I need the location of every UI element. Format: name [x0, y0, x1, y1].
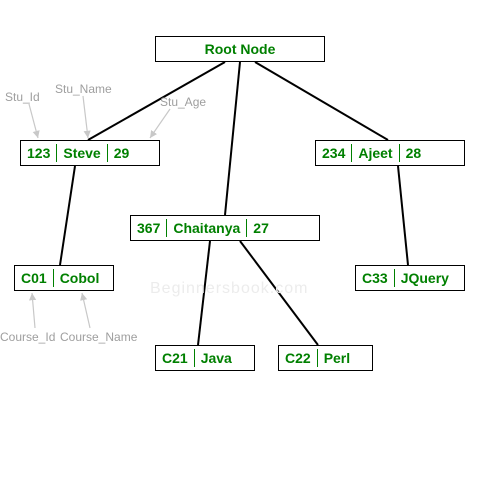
node-chait: 367Chaitanya27: [130, 215, 320, 241]
node-jquery-cell-1: JQuery: [395, 266, 455, 290]
node-chait-cell-2: 27: [247, 216, 275, 240]
node-perl-cell-1: Perl: [318, 346, 356, 370]
edge-layer: [0, 0, 500, 500]
annotation-course_name: Course_Name: [60, 330, 137, 344]
node-steve-cell-1: Steve: [57, 141, 106, 165]
node-jquery: C33JQuery: [355, 265, 465, 291]
node-perl-cell-0: C22: [279, 346, 317, 370]
node-root: Root Node: [155, 36, 325, 62]
node-java-cell-0: C21: [156, 346, 194, 370]
node-cobol: C01Cobol: [14, 265, 114, 291]
node-ajeet-cell-0: 234: [316, 141, 351, 165]
node-steve: 123Steve29: [20, 140, 160, 166]
node-chait-cell-0: 367: [131, 216, 166, 240]
node-chait-cell-1: Chaitanya: [167, 216, 246, 240]
node-java-cell-1: Java: [195, 346, 238, 370]
annotation-stu_name: Stu_Name: [55, 82, 112, 96]
node-ajeet: 234Ajeet28: [315, 140, 465, 166]
watermark: Beginnersbook.com: [150, 280, 308, 298]
annotation-stu_age: Stu_Age: [160, 95, 206, 109]
node-ajeet-cell-2: 28: [400, 141, 428, 165]
node-cobol-cell-0: C01: [15, 266, 53, 290]
node-java: C21Java: [155, 345, 255, 371]
annotation-stu_id: Stu_Id: [5, 90, 40, 104]
node-root-cell-0: Root Node: [156, 37, 324, 61]
node-ajeet-cell-1: Ajeet: [352, 141, 398, 165]
annotation-course_id: Course_Id: [0, 330, 55, 344]
node-steve-cell-2: 29: [108, 141, 136, 165]
node-steve-cell-0: 123: [21, 141, 56, 165]
node-cobol-cell-1: Cobol: [54, 266, 106, 290]
node-perl: C22Perl: [278, 345, 373, 371]
node-jquery-cell-0: C33: [356, 266, 394, 290]
